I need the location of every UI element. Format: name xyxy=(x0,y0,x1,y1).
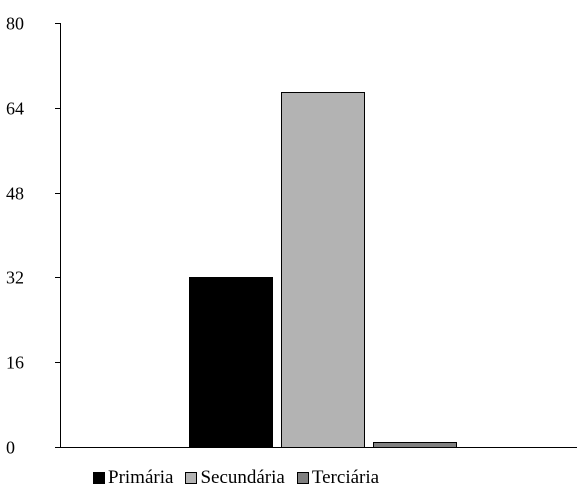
bar-terciaria xyxy=(373,442,457,448)
y-tick-label-16: 16 xyxy=(6,353,24,373)
legend-item-primaria: Primária xyxy=(93,468,173,488)
y-tick-label-32: 32 xyxy=(6,268,24,288)
y-tick-label-48: 48 xyxy=(6,184,24,204)
legend-item-terciaria: Terciária xyxy=(296,467,380,488)
legend: Primária Secundária Terciária xyxy=(93,468,391,488)
bar-chart-plot: 0 16 32 48 64 80 xyxy=(6,14,577,458)
bar-primaria xyxy=(189,277,273,448)
legend-label-primaria: Primária xyxy=(108,467,174,488)
bars xyxy=(189,92,457,448)
legend-swatch-terciaria xyxy=(296,472,309,484)
y-tick-label-80: 80 xyxy=(6,14,24,34)
legend-label-terciaria: Terciária xyxy=(311,467,380,488)
legend-swatch-secundaria xyxy=(185,472,198,484)
legend-swatch-primaria xyxy=(93,472,105,484)
y-tick-label-0: 0 xyxy=(6,438,15,458)
y-tick-label-64: 64 xyxy=(6,99,24,119)
y-axis: 0 16 32 48 64 80 xyxy=(6,14,61,458)
bar-secundaria xyxy=(281,92,365,448)
legend-item-secundaria: Secundária xyxy=(185,467,285,488)
legend-label-secundaria: Secundária xyxy=(200,467,285,488)
